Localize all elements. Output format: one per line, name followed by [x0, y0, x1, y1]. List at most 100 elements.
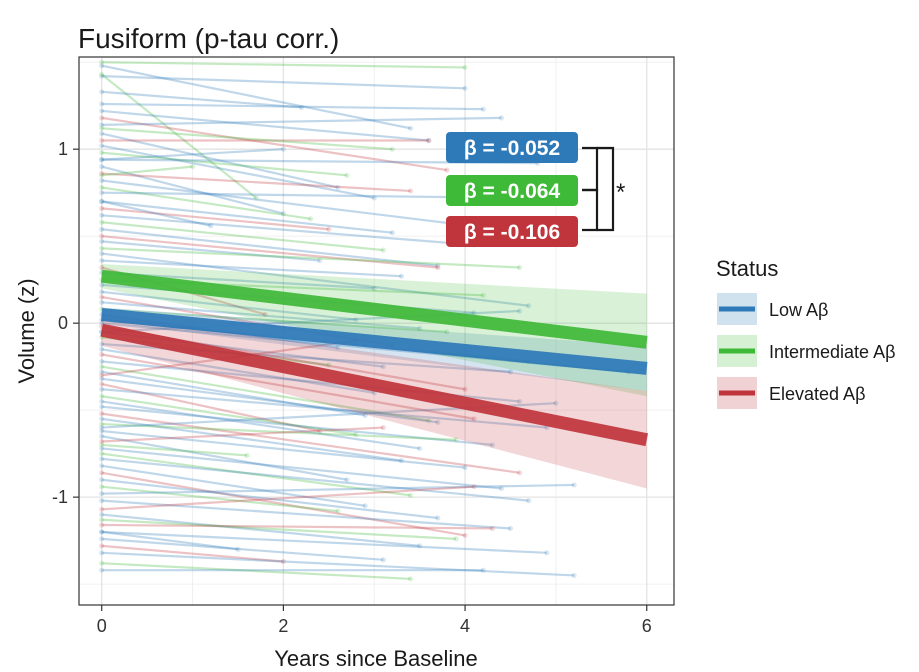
- trajectory-low: [101, 90, 302, 109]
- trajectory-low: [101, 64, 411, 130]
- trajectory-low: [101, 537, 384, 561]
- trajectory-point: [362, 503, 368, 509]
- trajectory-point: [99, 369, 105, 375]
- trajectory-point: [280, 558, 286, 565]
- trajectory-point: [99, 59, 105, 65]
- trajectory-low: [101, 116, 502, 126]
- trajectory-point: [571, 482, 577, 488]
- trajectory-point: [99, 484, 105, 490]
- trajectory-point: [99, 150, 105, 156]
- trajectory-point: [99, 522, 105, 528]
- trajectory-point: [398, 273, 405, 279]
- trajectory-point: [235, 546, 241, 552]
- trajectory-point: [244, 452, 250, 458]
- trajectory-low: [101, 144, 375, 199]
- trajectory-low: [101, 200, 211, 227]
- trajectory-point: [99, 411, 105, 417]
- trajectory-intermediate: [101, 395, 357, 436]
- trajectory-low: [101, 499, 511, 530]
- trajectory-elevated: [101, 116, 448, 172]
- trajectory-point: [99, 451, 105, 457]
- trajectory-point: [99, 536, 105, 542]
- trajectory-point: [489, 442, 495, 448]
- plot-area: [78, 56, 675, 606]
- trajectory-low: [101, 417, 402, 462]
- beta-label-box-intermediate: [446, 175, 578, 206]
- trajectory-intermediate: [101, 422, 457, 441]
- trajectory-point: [99, 170, 105, 177]
- trajectory-point: [526, 303, 532, 309]
- trajectory-point: [498, 485, 505, 492]
- trajectory-point: [99, 346, 105, 352]
- trajectory-point: [480, 567, 486, 573]
- beta-label-intermediate: β = -0.064: [464, 180, 561, 203]
- trajectory-point: [444, 167, 450, 173]
- trajectory-point: [407, 125, 414, 131]
- trajectory-point: [99, 560, 105, 566]
- trajectory-low: [101, 513, 420, 547]
- trajectory-point: [99, 122, 105, 128]
- trajectory-point: [462, 532, 468, 539]
- trajectory-point: [99, 108, 105, 114]
- y-axis-title: Volume (z): [14, 278, 39, 383]
- legend-label-intermediate: Intermediate Aβ: [769, 342, 895, 362]
- legend-label-low: Low Aβ: [769, 300, 828, 320]
- trajectory-point: [462, 464, 468, 471]
- trajectory-point: [389, 230, 395, 236]
- trajectory-point: [280, 146, 286, 152]
- x-axis-title: Years since Baseline: [274, 646, 477, 671]
- trajectory-point: [99, 511, 105, 518]
- trajectory-point: [526, 498, 532, 504]
- trajectory-low: [101, 75, 466, 90]
- trajectory-point: [99, 63, 105, 69]
- trajectory-point: [99, 245, 105, 251]
- bracket-low-elevated: [597, 146, 615, 232]
- trajectory-point: [489, 525, 495, 532]
- trajectory-point: [99, 404, 105, 410]
- trajectory-point: [262, 311, 268, 318]
- trajectory-low: [101, 405, 493, 447]
- trajectory-point: [99, 529, 105, 535]
- trajectory-point: [99, 341, 105, 347]
- trajectory-point: [417, 543, 423, 549]
- trajectory-point: [99, 463, 105, 469]
- trajectory-point: [99, 157, 105, 163]
- trajectory-point: [335, 508, 341, 514]
- trajectory-point: [462, 64, 468, 71]
- trajectory-point: [453, 437, 459, 443]
- trajectory-low: [101, 377, 438, 424]
- trajectory-point: [407, 188, 414, 194]
- trajectory-intermediate: [101, 73, 257, 199]
- trajectory-point: [99, 238, 105, 245]
- trajectory-point: [435, 264, 441, 271]
- trajectory-point: [371, 195, 377, 201]
- x-tick-label: 4: [460, 616, 470, 636]
- trajectory-point: [99, 164, 105, 170]
- trajectory-low: [101, 388, 547, 429]
- plot-border: [78, 56, 675, 606]
- trajectory-low: [101, 447, 502, 490]
- trajectory-intermediate: [101, 61, 466, 69]
- trajectory-low: [101, 214, 475, 246]
- trajectory-point: [99, 567, 105, 573]
- trajectory-elevated: [101, 382, 320, 433]
- trajectory-low: [101, 109, 429, 142]
- chart-title: Fusiform (p-tau corr.): [78, 23, 339, 54]
- trajectory-point: [280, 210, 286, 217]
- trajectory-point: [99, 445, 105, 452]
- trajectory-point: [471, 310, 477, 316]
- trajectory-low: [101, 259, 402, 278]
- trajectory-point: [544, 550, 550, 556]
- trajectory-elevated: [101, 485, 475, 511]
- trajectory-intermediate: [101, 365, 429, 422]
- trajectory-point: [99, 177, 105, 184]
- fit-lines: [100, 269, 649, 447]
- trajectory-point: [99, 190, 105, 196]
- trajectory-intermediate: [101, 562, 411, 581]
- trajectory-point: [471, 484, 477, 490]
- trajectory-point: [99, 517, 105, 523]
- trajectory-low: [101, 102, 484, 111]
- trajectory-elevated: [101, 412, 520, 474]
- trajectory-point: [380, 247, 386, 253]
- trajectory-point: [99, 115, 105, 121]
